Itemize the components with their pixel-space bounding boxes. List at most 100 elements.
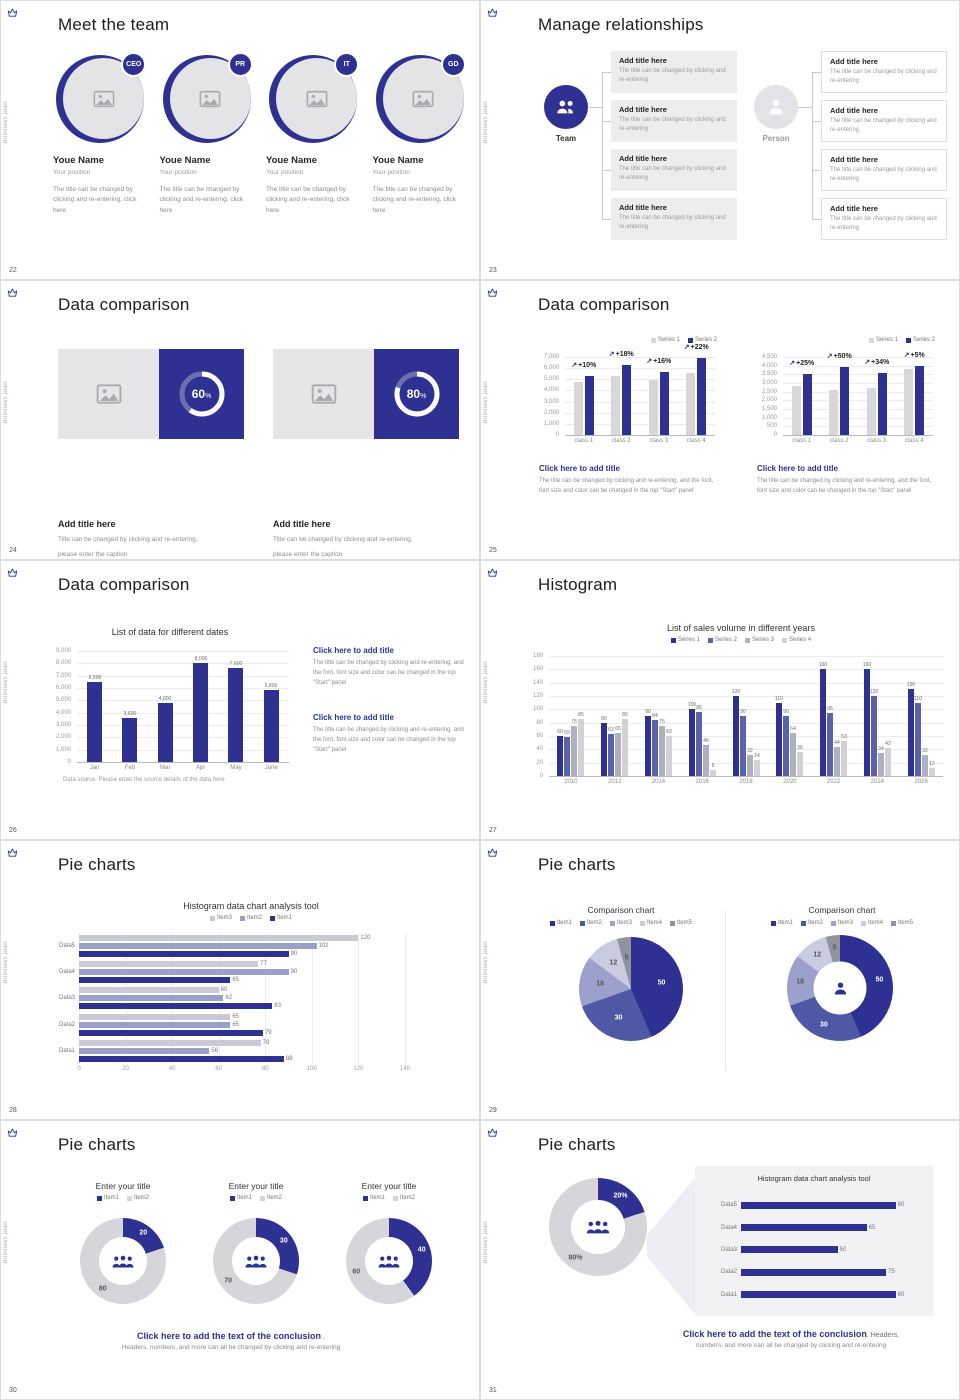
slice-label: 30 — [820, 1021, 828, 1029]
gridline — [311, 933, 313, 1064]
slide-31-pie-charts[interactable]: Business plan Pie charts 20% 80% Histogra… — [481, 1121, 959, 1399]
bar-chart: ↗+25% ↗+50% ↗+34% ↗+5% 4,500 4,000 3,500 3,000 2… — [757, 345, 935, 445]
up-arrow-icon: ↗ — [826, 353, 833, 361]
legend-label: Item2 — [400, 1195, 416, 1201]
bar — [741, 1246, 838, 1254]
value-label: 90 — [739, 709, 746, 715]
x-tick-label: Mar — [160, 765, 171, 771]
category-label: Data1 — [58, 1047, 75, 1054]
logo-icon — [7, 7, 18, 18]
legend-label: Series 3 — [752, 637, 775, 643]
legend-label: Item1 — [777, 920, 793, 926]
chart-title: Enter your title — [361, 1181, 417, 1191]
bar — [79, 943, 317, 950]
legend-swatch — [229, 1195, 235, 1201]
y-tick-label: 2,000 — [55, 734, 71, 741]
box-title: Add title here — [830, 204, 878, 213]
member-position: Your position — [53, 169, 91, 176]
slide-29-pie-charts[interactable]: Business plan Pie charts Comparison char… — [481, 841, 959, 1119]
plot-area: 60 59 75 85 80 63 65 85 90 84 75 60 100 96 46 9 120 90 32 2… — [549, 656, 943, 777]
vertical-watermark: Business plan — [483, 941, 489, 984]
slice-label: 40 — [417, 1246, 426, 1254]
bar — [791, 386, 801, 435]
slide-30-pie-charts[interactable]: Business plan Pie charts Enter your titl… — [1, 1121, 479, 1399]
value-label: 110 — [775, 696, 784, 702]
value-label: 65 — [232, 977, 240, 984]
y-tick-label: 3,500 — [761, 371, 777, 378]
bar: 120 — [870, 689, 878, 776]
gridline — [77, 737, 289, 739]
bar-track: 102 — [79, 943, 405, 950]
vertical-watermark: Business plan — [3, 101, 9, 144]
bar — [79, 1013, 231, 1020]
pie-chart: 50 30 18 12 5 — [579, 937, 683, 1041]
bar: 84 — [651, 713, 658, 776]
bar — [79, 1047, 210, 1054]
x-tick-label: 80 — [261, 1066, 269, 1072]
y-axis: 4,500 4,000 3,500 3,000 2,500 2,000 1,500 1,000… — [757, 354, 780, 438]
slide-23-manage-relationships[interactable]: Business plan Manage relationships Team … — [481, 1, 959, 279]
legend-label: Item2 — [246, 915, 262, 921]
bar — [904, 369, 914, 435]
slide-26-data-comparison[interactable]: Business plan Data comparison List of da… — [1, 561, 479, 839]
bar-rows: Data5 80 Data4 65 Data3 50 Data2 75 Data1 80 — [721, 1194, 915, 1306]
member-position: Your position — [159, 169, 197, 176]
logo-icon — [487, 1127, 498, 1138]
bar: 90 — [644, 709, 651, 776]
y-tick-label: 160 — [532, 666, 543, 673]
x-tick-label: 0 — [77, 1066, 81, 1072]
vertical-watermark: Business plan — [483, 381, 489, 424]
bar — [79, 935, 359, 942]
legend-label: Item3 — [616, 920, 632, 926]
value-label: 50 — [839, 1246, 847, 1253]
slide-title: Data comparison — [538, 295, 670, 314]
value-label: 32 — [921, 748, 928, 754]
gridline — [405, 933, 406, 1064]
legend-item: Item2 — [393, 1195, 415, 1201]
bar: 85 — [622, 713, 629, 776]
x-tick-label: 100 — [306, 1066, 317, 1072]
bar — [79, 987, 219, 994]
value-label: 77 — [260, 961, 267, 968]
pie-disc — [579, 937, 683, 1041]
y-axis: 180 160 140 120 100 80 60 40 20 0 — [525, 653, 546, 779]
y-tick-label: 2,000 — [543, 409, 559, 416]
x-tick-label: class 1 — [574, 438, 594, 444]
bar — [802, 374, 812, 435]
role-badge: CEO — [121, 52, 147, 77]
legend-label: Series 4 — [789, 637, 812, 643]
slide-28-pie-charts[interactable]: Business plan Pie charts Histogram data … — [1, 841, 479, 1119]
slide-25-data-comparison[interactable]: Business plan Data comparison Series 1 Se… — [481, 281, 959, 559]
slide-24-data-comparison[interactable]: Business plan Data comparison 60% Add ti… — [1, 281, 479, 559]
legend-swatch — [96, 1195, 102, 1201]
card-title: Add title here — [58, 519, 116, 529]
gridline — [77, 687, 289, 689]
bar: 8,000 — [193, 657, 209, 762]
growth-annotation: ↗+16% — [646, 357, 672, 365]
gridline — [565, 357, 715, 358]
image-icon — [311, 381, 337, 407]
bar: 44 — [834, 740, 841, 776]
legend-swatch — [687, 337, 693, 343]
chart-legend: Item1 Item2 — [68, 1195, 178, 1201]
value-label: 56 — [211, 1047, 219, 1054]
value-label: 60 — [666, 729, 672, 735]
donut-hole — [365, 1237, 413, 1285]
legend-item: Series 2 — [707, 637, 737, 643]
slide-27-histogram[interactable]: Business plan Histogram List of sales vo… — [481, 561, 959, 839]
slide-number: 26 — [9, 827, 17, 834]
y-tick-label: 7,000 — [543, 354, 559, 360]
bar-chart: 6,500 3,600 4,800 8,000 7,600 5,800 9,000 8,000… — [47, 641, 291, 773]
x-tick-label: 20 — [122, 1066, 129, 1072]
connector-line — [812, 72, 821, 73]
legend-label: Series 1 — [657, 337, 680, 343]
legend-item: Item2 — [239, 915, 262, 921]
slice-label: 30 — [614, 1014, 623, 1022]
bar: 120 — [731, 689, 740, 776]
bar — [79, 995, 224, 1002]
legend-label: Series 1 — [875, 337, 898, 343]
legend-swatch — [270, 915, 275, 921]
slide-22-meet-the-team[interactable]: Business plan Meet the team CEO Youe Name… — [1, 1, 479, 279]
people-icon — [555, 96, 577, 118]
chart-title: Enter your title — [228, 1181, 284, 1191]
